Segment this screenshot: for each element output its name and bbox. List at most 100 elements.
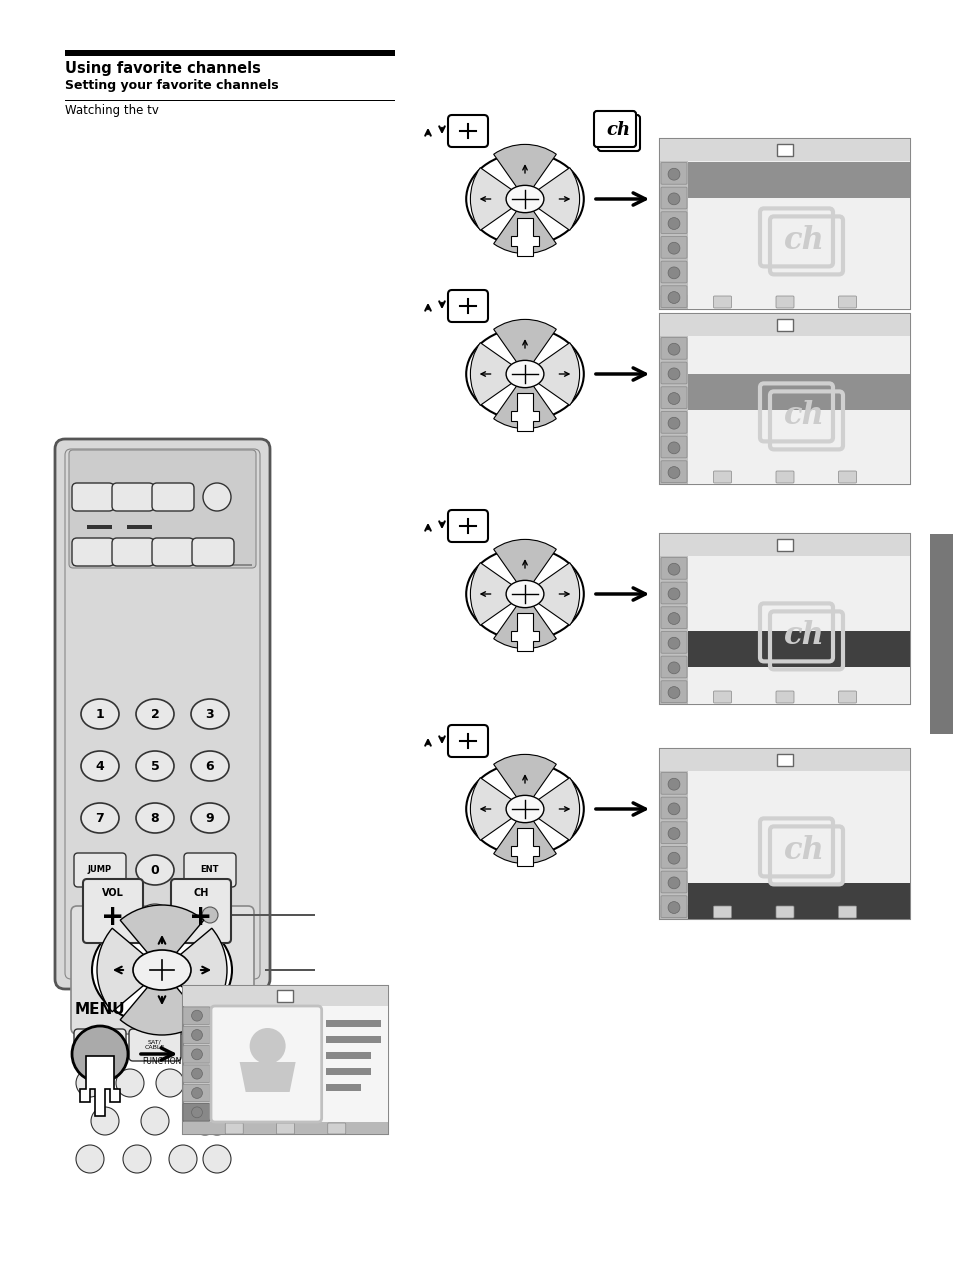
Bar — [687, 771, 909, 919]
Text: 9: 9 — [206, 812, 214, 824]
Circle shape — [250, 1028, 285, 1064]
FancyBboxPatch shape — [660, 237, 686, 259]
Bar — [659, 313, 909, 484]
Bar — [659, 161, 687, 310]
Text: TV: TV — [209, 1042, 217, 1047]
Ellipse shape — [136, 855, 173, 885]
Circle shape — [192, 1049, 202, 1060]
FancyBboxPatch shape — [775, 691, 793, 703]
Ellipse shape — [136, 803, 173, 833]
FancyBboxPatch shape — [838, 906, 856, 919]
Bar — [687, 809, 909, 845]
Bar — [929, 534, 953, 734]
Text: Setting your favorite channels: Setting your favorite channels — [65, 79, 278, 92]
Ellipse shape — [194, 905, 225, 926]
Text: ch: ch — [782, 834, 823, 866]
Bar — [65, 99, 395, 101]
Bar — [659, 555, 687, 705]
Bar — [659, 336, 687, 484]
Ellipse shape — [506, 795, 543, 823]
Text: ch: ch — [782, 400, 823, 431]
Bar — [776, 539, 792, 550]
Circle shape — [667, 192, 679, 205]
Text: ch: ch — [782, 225, 823, 256]
Wedge shape — [470, 563, 524, 626]
Circle shape — [203, 1069, 231, 1097]
Polygon shape — [511, 218, 538, 256]
Circle shape — [667, 268, 679, 279]
Bar — [659, 296, 909, 310]
Wedge shape — [493, 754, 556, 809]
FancyBboxPatch shape — [83, 879, 143, 943]
FancyBboxPatch shape — [183, 1046, 210, 1063]
Ellipse shape — [466, 327, 583, 420]
Text: +: + — [101, 903, 125, 931]
Text: VOL: VOL — [102, 888, 124, 898]
Wedge shape — [162, 929, 227, 1012]
FancyBboxPatch shape — [448, 725, 488, 757]
Bar — [659, 749, 909, 771]
FancyBboxPatch shape — [183, 1065, 210, 1083]
Bar — [687, 236, 909, 273]
FancyBboxPatch shape — [775, 471, 793, 483]
Circle shape — [667, 828, 679, 840]
FancyBboxPatch shape — [660, 163, 686, 185]
FancyBboxPatch shape — [71, 538, 113, 566]
Bar — [276, 990, 293, 1001]
FancyBboxPatch shape — [183, 1103, 210, 1121]
FancyBboxPatch shape — [660, 772, 686, 794]
Wedge shape — [493, 199, 556, 254]
Wedge shape — [493, 320, 556, 375]
Bar — [659, 534, 909, 555]
FancyBboxPatch shape — [74, 854, 126, 887]
Circle shape — [203, 1107, 231, 1135]
FancyBboxPatch shape — [71, 906, 253, 1034]
Text: 0: 0 — [151, 864, 159, 877]
Bar — [183, 986, 388, 1006]
FancyBboxPatch shape — [713, 296, 731, 308]
Bar — [687, 772, 909, 808]
Wedge shape — [470, 168, 524, 231]
Bar — [65, 50, 395, 56]
Text: JUMP: JUMP — [88, 865, 112, 874]
Bar — [659, 749, 909, 919]
Bar — [687, 273, 909, 310]
Bar — [183, 1122, 388, 1134]
Wedge shape — [493, 594, 556, 648]
Circle shape — [667, 242, 679, 254]
Polygon shape — [511, 613, 538, 651]
Circle shape — [76, 1145, 104, 1173]
FancyBboxPatch shape — [660, 798, 686, 819]
Bar — [211, 1006, 388, 1122]
Text: 1: 1 — [95, 707, 104, 721]
FancyBboxPatch shape — [192, 538, 233, 566]
FancyBboxPatch shape — [183, 1103, 210, 1121]
Bar — [183, 986, 388, 1134]
Text: FUNCTION: FUNCTION — [142, 1056, 181, 1065]
Circle shape — [667, 778, 679, 790]
Circle shape — [667, 292, 679, 303]
Bar — [326, 1068, 371, 1075]
Bar — [659, 534, 909, 705]
FancyBboxPatch shape — [660, 412, 686, 433]
Circle shape — [667, 902, 679, 913]
FancyBboxPatch shape — [713, 471, 731, 483]
Ellipse shape — [466, 153, 583, 245]
Ellipse shape — [81, 699, 119, 729]
Bar — [687, 336, 909, 484]
Wedge shape — [524, 777, 579, 841]
Circle shape — [116, 1069, 144, 1097]
Bar — [326, 1052, 371, 1059]
Ellipse shape — [136, 699, 173, 729]
Text: Watching the tv: Watching the tv — [65, 104, 159, 117]
Ellipse shape — [91, 915, 232, 1026]
Circle shape — [667, 877, 679, 889]
Circle shape — [667, 662, 679, 674]
Text: 4: 4 — [95, 759, 104, 772]
Text: 5: 5 — [151, 759, 159, 772]
FancyBboxPatch shape — [775, 296, 793, 308]
FancyBboxPatch shape — [660, 896, 686, 917]
Text: 3: 3 — [206, 707, 214, 721]
FancyBboxPatch shape — [448, 290, 488, 322]
Circle shape — [91, 1107, 119, 1135]
